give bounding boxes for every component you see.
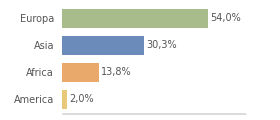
- Bar: [62, 9, 208, 28]
- Bar: [62, 63, 99, 82]
- Bar: [62, 90, 67, 109]
- Text: 13,8%: 13,8%: [101, 67, 132, 77]
- Text: 54,0%: 54,0%: [211, 13, 241, 23]
- Text: 2,0%: 2,0%: [69, 94, 94, 104]
- Text: 30,3%: 30,3%: [146, 40, 177, 50]
- Bar: [62, 36, 144, 55]
